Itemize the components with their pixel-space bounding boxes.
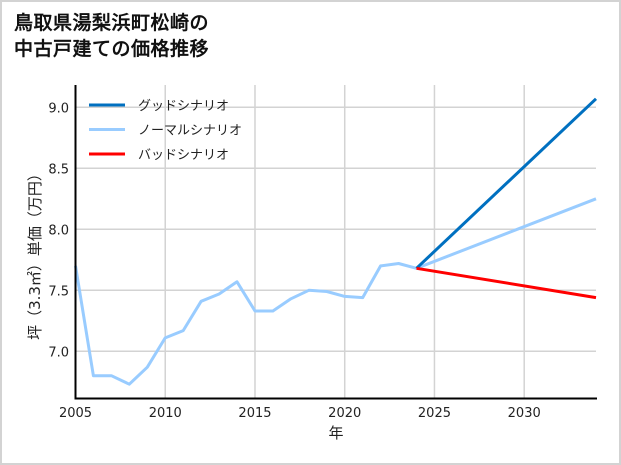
legend-label: ノーマルシナリオ bbox=[138, 124, 242, 139]
legend-label: グッドシナリオ bbox=[138, 99, 229, 114]
y-tick-label: 7.0 bbox=[48, 345, 69, 360]
x-tick-label: 2010 bbox=[149, 406, 182, 421]
x-tick-label: 2020 bbox=[328, 406, 361, 421]
axes bbox=[74, 85, 597, 400]
chart-title: 鳥取県湯梨浜町松崎の 中古戸建ての価格推移 bbox=[14, 10, 209, 62]
series-line bbox=[416, 266, 597, 300]
x-axis-label: 年 bbox=[328, 424, 343, 442]
chart-title-line2: 中古戸建ての価格推移 bbox=[14, 38, 210, 60]
y-axis-label: 坪（3.3㎡）単価（万円） bbox=[26, 166, 44, 340]
series-line bbox=[74, 262, 417, 386]
data-series bbox=[74, 97, 598, 386]
series-line bbox=[415, 197, 597, 270]
chart-title-line1: 鳥取県湯梨浜町松崎の bbox=[14, 12, 210, 34]
legend-label: バッドシナリオ bbox=[138, 148, 229, 163]
y-tick-label: 7.5 bbox=[48, 284, 69, 299]
x-tick-label: 2005 bbox=[59, 406, 92, 421]
x-tick-label: 2025 bbox=[418, 406, 451, 421]
y-tick-label: 9.0 bbox=[48, 101, 69, 116]
y-tick-label: 8.5 bbox=[48, 162, 69, 177]
y-tick-labels: 7.0 7.5 8.0 8.5 9.0 bbox=[48, 101, 69, 360]
x-tick-label: 2030 bbox=[508, 406, 541, 421]
y-tick-label: 8.0 bbox=[48, 223, 69, 238]
series-line bbox=[415, 97, 598, 270]
x-tick-label: 2015 bbox=[238, 406, 271, 421]
x-tick-labels: 2005 2010 2015 2020 2025 2030 bbox=[59, 406, 541, 421]
grid-lines bbox=[75, 85, 596, 398]
